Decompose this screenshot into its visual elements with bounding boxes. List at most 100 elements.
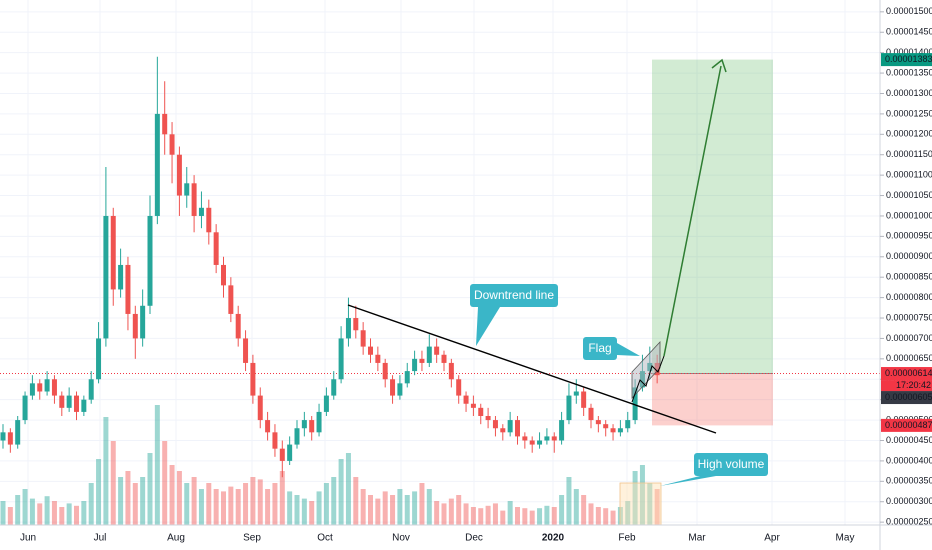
x-tick-label: Aug <box>167 533 185 544</box>
candle-body <box>581 391 587 408</box>
volume-bar <box>478 508 484 525</box>
volume-bar <box>15 495 21 525</box>
candle-body <box>316 411 322 433</box>
volume-bar <box>426 489 432 525</box>
volume-bar <box>118 477 124 525</box>
candle-body <box>15 420 21 445</box>
candle-body <box>331 379 337 396</box>
candle-body <box>338 338 344 380</box>
volume-bar <box>191 477 197 525</box>
loss-zone <box>652 373 773 426</box>
candle-body <box>360 330 366 347</box>
callout-pointer <box>617 343 640 356</box>
candle-body <box>301 420 307 429</box>
candle-body <box>551 436 557 441</box>
y-tick-label: 0.00001200 <box>886 129 932 139</box>
y-tick-label: 0.00000300 <box>886 496 932 506</box>
volume-bar <box>595 507 601 525</box>
candle-body <box>426 346 432 363</box>
candle-body <box>198 207 204 216</box>
callout-pointer <box>472 307 500 346</box>
volume-bar <box>272 483 278 525</box>
callout-box <box>583 337 617 360</box>
volume-bar <box>382 491 388 525</box>
candle-body <box>7 432 13 445</box>
volume-bar <box>96 459 102 525</box>
candle-body <box>272 432 278 449</box>
volume-bar <box>470 507 476 525</box>
y-tick-label: 0.00001150 <box>886 149 932 159</box>
y-tick-label: 0.00000250 <box>886 517 932 527</box>
volume-bar <box>625 501 631 525</box>
volume-bar <box>647 483 653 525</box>
candle-body <box>603 424 609 429</box>
volume-bar <box>331 477 337 525</box>
candle-body <box>404 371 410 384</box>
volume-bar <box>338 459 344 525</box>
x-tick-label: Apr <box>764 533 780 544</box>
volume-bar <box>492 503 498 525</box>
price-badge <box>881 367 932 381</box>
candle-body <box>125 264 131 314</box>
candle-body <box>44 379 50 392</box>
volume-bar <box>29 498 35 525</box>
candle-body <box>390 379 396 396</box>
high-volume-box <box>619 482 662 526</box>
y-tick-label: 0.00000400 <box>886 455 932 465</box>
candle-body <box>470 403 476 408</box>
candle-body <box>323 395 329 412</box>
volume-bar <box>316 491 322 525</box>
volume-bar <box>559 495 565 525</box>
candle-body <box>184 183 190 196</box>
candle-body <box>140 305 146 339</box>
volume-bar <box>603 508 609 525</box>
volume-bar <box>419 483 425 525</box>
candle-body <box>169 134 175 155</box>
candle-body <box>485 415 491 421</box>
flag-path <box>631 355 665 403</box>
candle-body <box>529 440 535 445</box>
price-badge-label: 0.00000605 <box>885 392 932 402</box>
candle-body <box>544 436 550 441</box>
volume-bar <box>323 483 329 525</box>
volume-bar <box>257 479 263 525</box>
candle-body <box>610 428 616 433</box>
annotation: High volume <box>698 457 765 471</box>
candle-body <box>353 318 359 331</box>
grid-layer <box>0 0 880 525</box>
volume-bar <box>397 489 403 525</box>
candle-body <box>191 183 197 216</box>
candle-body <box>456 379 462 396</box>
volume-bar <box>44 496 50 525</box>
candle-body <box>132 313 138 339</box>
y-tick-label: 0.00001000 <box>886 210 932 220</box>
y-tick-label: 0.00001300 <box>886 88 932 98</box>
candle-body <box>492 420 498 429</box>
candle-body <box>66 395 72 408</box>
candle-body <box>265 420 271 433</box>
candle-body <box>250 362 256 396</box>
price-badge-label: 0.00000487 <box>885 420 932 430</box>
candle-body <box>96 338 102 380</box>
volume-bar <box>294 495 300 525</box>
candle-body <box>51 379 57 396</box>
candle-body <box>110 215 116 290</box>
candle-body <box>382 362 388 380</box>
volume-layer <box>0 405 660 525</box>
volume-bar <box>213 489 219 525</box>
candle-body <box>221 264 226 286</box>
x-tick-label: Mar <box>688 533 706 544</box>
y-tick-label: 0.00000700 <box>886 333 932 343</box>
candle-body <box>287 444 293 461</box>
axis-layer: 0.00000250 0.00000300 0.00000350 0.00000400… <box>20 6 932 544</box>
y-tick-label: 0.00000850 <box>886 272 932 282</box>
volume-bar <box>309 501 315 525</box>
volume-bar <box>610 510 616 525</box>
candle-body <box>515 420 520 437</box>
candle-body <box>463 395 469 404</box>
candle-body <box>29 383 35 396</box>
volume-bar <box>463 503 469 525</box>
volume-bar <box>441 503 447 525</box>
